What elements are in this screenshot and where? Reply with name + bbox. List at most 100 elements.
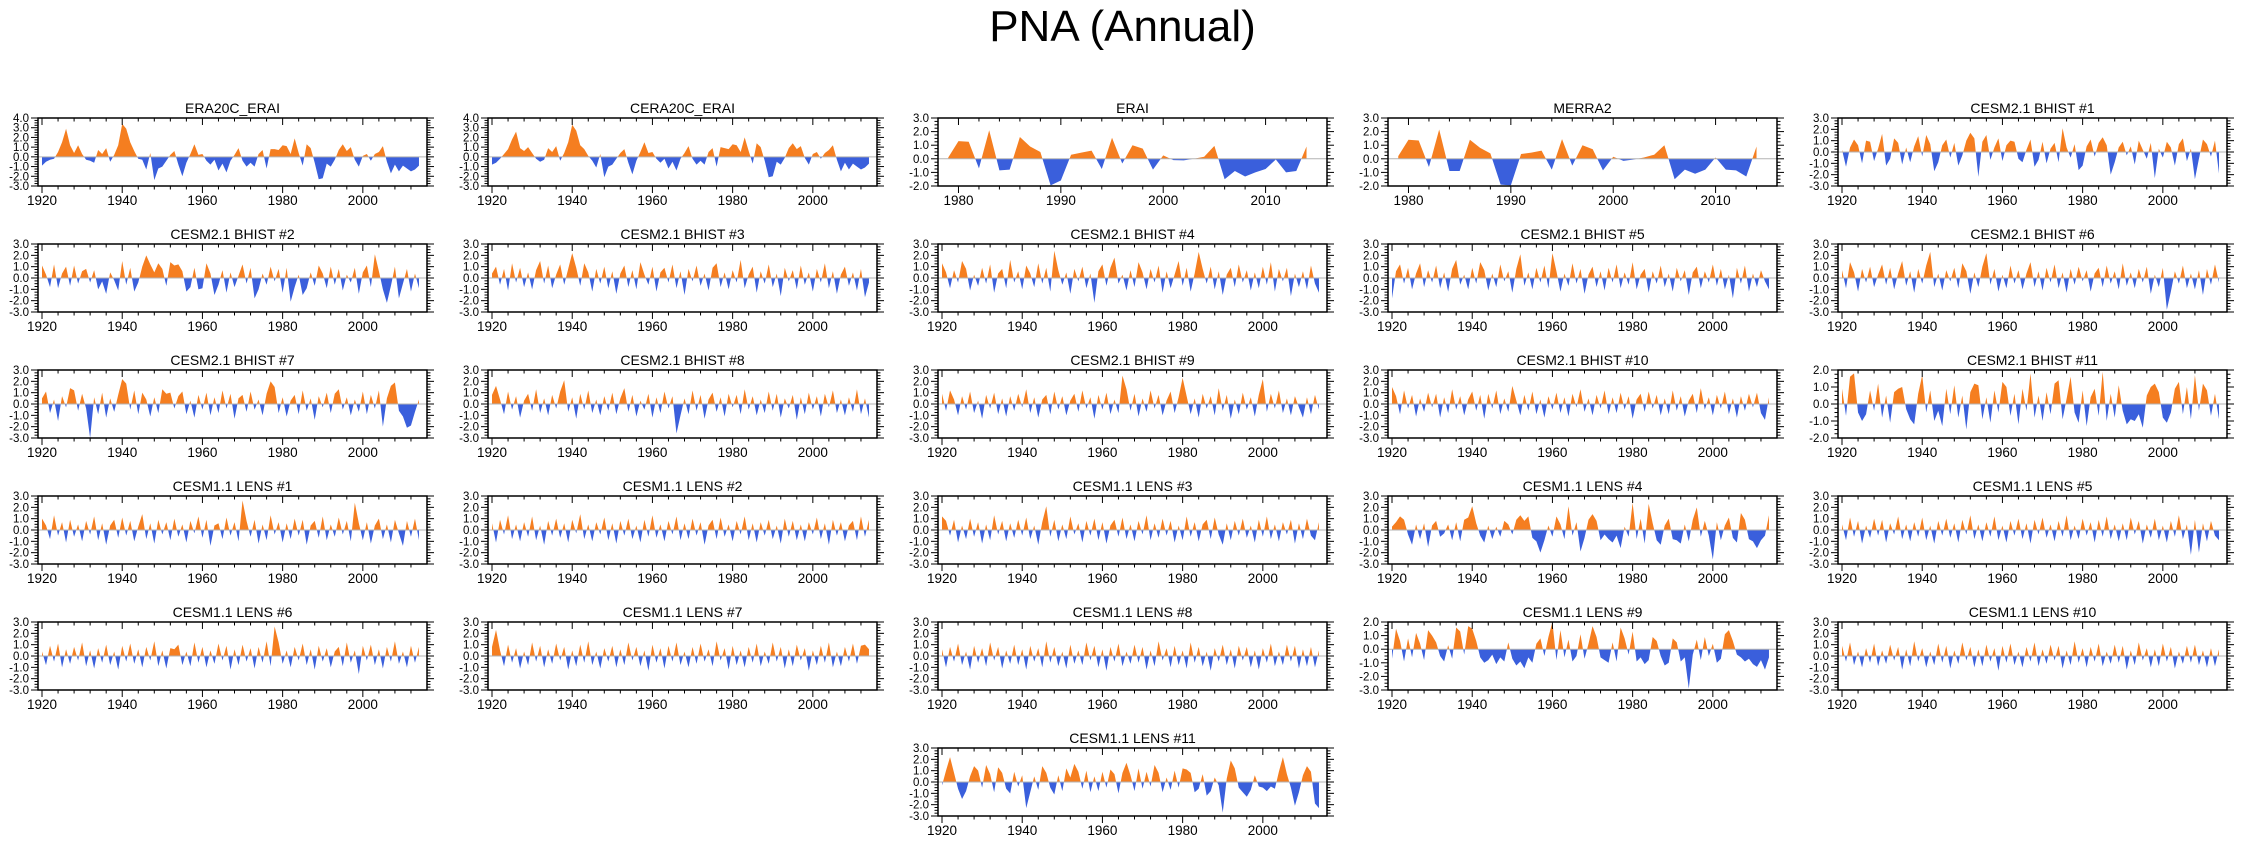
y-tick-label: -3.0 — [909, 559, 929, 571]
panel-cesm2-1-bhist-1: CESM2.1 BHIST #1 3.0 2.0 1.0 0.0 -1.0 -2.0 -3.0… — [1800, 100, 2245, 226]
y-tick-label: -1.0 — [1359, 167, 1379, 179]
y-tick-label: -2.0 — [909, 548, 929, 560]
y-tick-label: 0.0 — [913, 525, 929, 537]
y-tick-label: 0.0 — [913, 777, 929, 789]
x-tick-label: 1940 — [557, 571, 587, 586]
y-tick-label: -2.0 — [1809, 433, 1829, 445]
x-tick-label: 1980 — [268, 193, 298, 208]
x-tick-label: 1920 — [1827, 697, 1857, 712]
y-tick-label: 0.0 — [913, 154, 929, 166]
y-tick-label: 0.0 — [13, 152, 29, 164]
y-tick-label: 1.0 — [1363, 631, 1379, 643]
y-tick-label: -3.0 — [909, 685, 929, 697]
y-tick-label: -3.0 — [909, 811, 929, 823]
x-tick-label: 1960 — [187, 193, 217, 208]
x-tick-label: 1960 — [187, 571, 217, 586]
y-tick-label: -3.0 — [1359, 685, 1379, 697]
y-tick-label: 3.0 — [1813, 239, 1829, 251]
y-tick-label: -1.0 — [1809, 158, 1829, 170]
panel-title: CESM1.1 LENS #7 — [623, 604, 743, 620]
y-tick-label: -2.0 — [1809, 170, 1829, 182]
panel-cesm2-1-bhist-2: CESM2.1 BHIST #2 3.0 2.0 1.0 0.0 -1.0 -2.0 -3.0… — [0, 226, 450, 352]
y-tick-label: -1.0 — [1359, 284, 1379, 296]
y-tick-label: -1.0 — [909, 284, 929, 296]
y-tick-label: -3.0 — [9, 307, 29, 319]
y-tick-label: 2.0 — [913, 127, 929, 139]
x-tick-label: 1980 — [718, 193, 748, 208]
x-tick-label: 1920 — [927, 823, 957, 838]
y-tick-label: 3.0 — [13, 123, 29, 135]
y-tick-label: 2.0 — [1363, 250, 1379, 262]
x-tick-label: 1940 — [1457, 571, 1487, 586]
y-tick-label: 0.0 — [1813, 273, 1829, 285]
y-tick-label: -1.0 — [1359, 658, 1379, 670]
y-tick-label: 3.0 — [913, 743, 929, 755]
x-tick-label: 2000 — [2148, 571, 2178, 586]
y-tick-label: 1.0 — [13, 640, 29, 652]
x-tick-label: 1940 — [557, 697, 587, 712]
x-tick-label: 2000 — [798, 697, 828, 712]
x-tick-label: 1980 — [268, 319, 298, 334]
x-tick-label: 1940 — [1907, 697, 1937, 712]
x-tick-label: 1960 — [1087, 823, 1117, 838]
x-tick-label: 1940 — [107, 571, 137, 586]
x-tick-label: 1980 — [268, 445, 298, 460]
x-tick-label: 2000 — [798, 319, 828, 334]
y-tick-label: 3.0 — [1813, 617, 1829, 629]
y-tick-label: -2.0 — [909, 181, 929, 193]
y-tick-label: 2.0 — [1813, 502, 1829, 514]
y-tick-label: 2.0 — [13, 628, 29, 640]
y-tick-label: 1.0 — [913, 514, 929, 526]
y-tick-label: 0.0 — [913, 273, 929, 285]
y-tick-label: 1.0 — [1363, 262, 1379, 274]
x-tick-label: 1960 — [1987, 319, 2017, 334]
y-tick-label: -2.0 — [1359, 671, 1379, 683]
y-tick-label: 2.0 — [13, 376, 29, 388]
y-tick-label: 1.0 — [1813, 262, 1829, 274]
panel-cesm1-1-lens-11: CESM1.1 LENS #11 3.0 2.0 1.0 0.0 -1.0 -2.0 -3.0… — [900, 730, 1350, 856]
y-tick-label: -2.0 — [909, 800, 929, 812]
x-tick-label: 1960 — [1087, 571, 1117, 586]
panel-merra2: MERRA2 3.0 2.0 1.0 0.0 -1.0 -2.0 1980 1990 2000 20… — [1350, 100, 1800, 226]
panel-cesm1-1-lens-5: CESM1.1 LENS #5 3.0 2.0 1.0 0.0 -1.0 -2.0 -3.0 1… — [1800, 478, 2245, 604]
x-tick-label: 2000 — [1248, 319, 1278, 334]
panel-title: CESM1.1 LENS #6 — [173, 604, 293, 620]
y-tick-label: 3.0 — [913, 365, 929, 377]
y-tick-label: 1.0 — [913, 640, 929, 652]
y-tick-label: 2.0 — [913, 502, 929, 514]
panel-cesm1-1-lens-4: CESM1.1 LENS #4 3.0 2.0 1.0 0.0 -1.0 -2.0 -3.0 1… — [1350, 478, 1800, 604]
y-tick-label: -2.0 — [459, 171, 479, 183]
x-tick-label: 1940 — [1007, 697, 1037, 712]
y-tick-label: -1.0 — [1359, 410, 1379, 422]
y-tick-label: 0.0 — [463, 525, 479, 537]
x-tick-label: 2000 — [2148, 697, 2178, 712]
panel-title: CESM1.1 LENS #11 — [1069, 730, 1196, 746]
x-tick-label: 1940 — [1907, 571, 1937, 586]
x-tick-label: 1920 — [1377, 571, 1407, 586]
x-tick-label: 1980 — [2068, 571, 2098, 586]
y-tick-label: 0.0 — [913, 651, 929, 663]
y-tick-label: 3.0 — [913, 239, 929, 251]
x-tick-label: 1960 — [637, 319, 667, 334]
x-tick-label: 1980 — [718, 445, 748, 460]
x-tick-label: 1940 — [107, 319, 137, 334]
y-tick-label: -3.0 — [909, 307, 929, 319]
y-tick-label: 1.0 — [1813, 136, 1829, 148]
panel-title: CESM1.1 LENS #10 — [1969, 604, 2097, 620]
y-tick-label: -1.0 — [459, 410, 479, 422]
y-tick-label: 3.0 — [1363, 491, 1379, 503]
x-tick-label: 1980 — [1618, 319, 1648, 334]
y-tick-label: -1.0 — [9, 162, 29, 174]
y-tick-label: 3.0 — [1363, 239, 1379, 251]
x-tick-label: 1940 — [557, 319, 587, 334]
x-tick-label: 1960 — [1987, 697, 2017, 712]
y-tick-label: 3.0 — [1813, 113, 1829, 125]
panel-cesm1-1-lens-3: CESM1.1 LENS #3 3.0 2.0 1.0 0.0 -1.0 -2.0 -3.0 1… — [900, 478, 1350, 604]
y-tick-label: 2.0 — [463, 250, 479, 262]
panel-cesm1-1-lens-1: CESM1.1 LENS #1 3.0 2.0 1.0 0.0 -1.0 -2.0 -3.0 1… — [0, 478, 450, 604]
y-tick-label: 3.0 — [13, 617, 29, 629]
panel-cera20c-erai: CERA20C_ERAI 4.0 3.0 2.0 1.0 0.0 -1.0 -2.0 -3.0 1… — [450, 100, 900, 226]
x-tick-label: 1960 — [1537, 445, 1567, 460]
x-tick-label: 1960 — [637, 571, 667, 586]
